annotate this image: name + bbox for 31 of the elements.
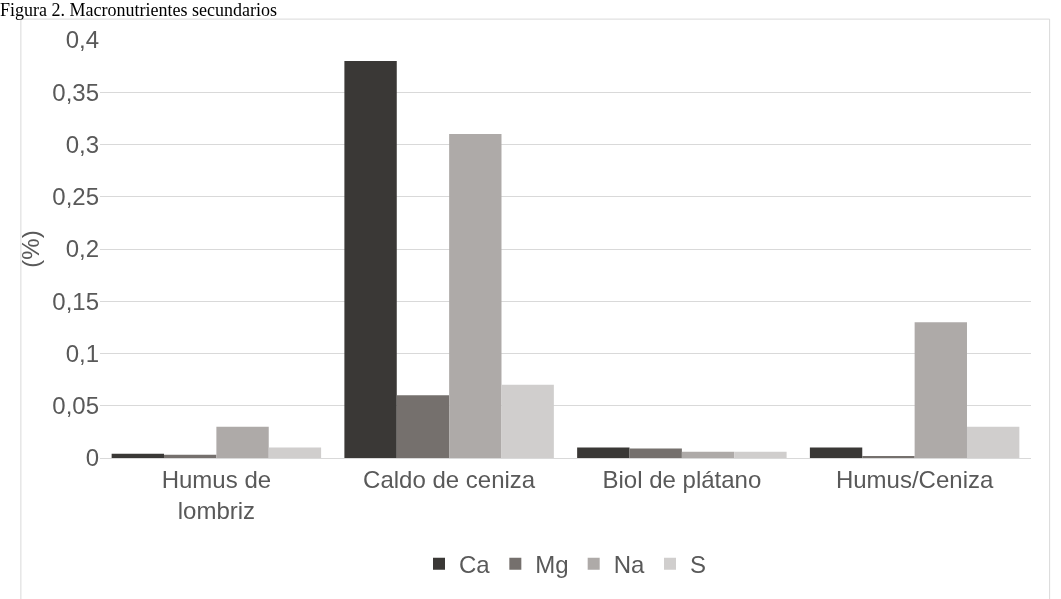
y-axis-title: (%) <box>17 230 45 268</box>
x-tick-label: Biol de plátano <box>602 465 762 493</box>
bar <box>629 448 682 458</box>
bar <box>164 454 217 458</box>
bar <box>396 395 450 458</box>
legend-label: S <box>690 551 707 579</box>
bar <box>344 60 397 458</box>
y-tick-label: 0 <box>85 444 99 472</box>
y-tick-label: 0,1 <box>65 339 99 367</box>
bar <box>681 451 735 458</box>
legend-label: Mg <box>535 551 569 579</box>
y-tick-label: 0,3 <box>65 130 99 158</box>
chart-title: Figura 2. Macronutrientes secundarios <box>0 0 277 20</box>
x-tick-label: Caldo de ceniza <box>363 465 536 493</box>
y-tick-label: 0,15 <box>52 287 99 315</box>
bar <box>914 322 967 458</box>
bar <box>449 134 502 458</box>
bar <box>577 447 630 458</box>
bar <box>862 455 915 458</box>
y-tick-label: 0,2 <box>65 235 99 263</box>
bar <box>111 453 165 458</box>
legend-label: Ca <box>459 551 491 579</box>
bar <box>809 447 863 458</box>
y-tick-label: 0,4 <box>65 26 99 54</box>
x-tick-label: Humus de lombriz <box>161 465 272 524</box>
y-tick-label: 0,35 <box>52 78 99 106</box>
y-tick-label: 0,05 <box>52 392 99 420</box>
bar <box>216 426 269 458</box>
legend-label: Na <box>613 551 646 579</box>
y-tick-label: 0,25 <box>52 183 99 211</box>
x-tick-label: Humus/Ceniza <box>835 465 994 493</box>
